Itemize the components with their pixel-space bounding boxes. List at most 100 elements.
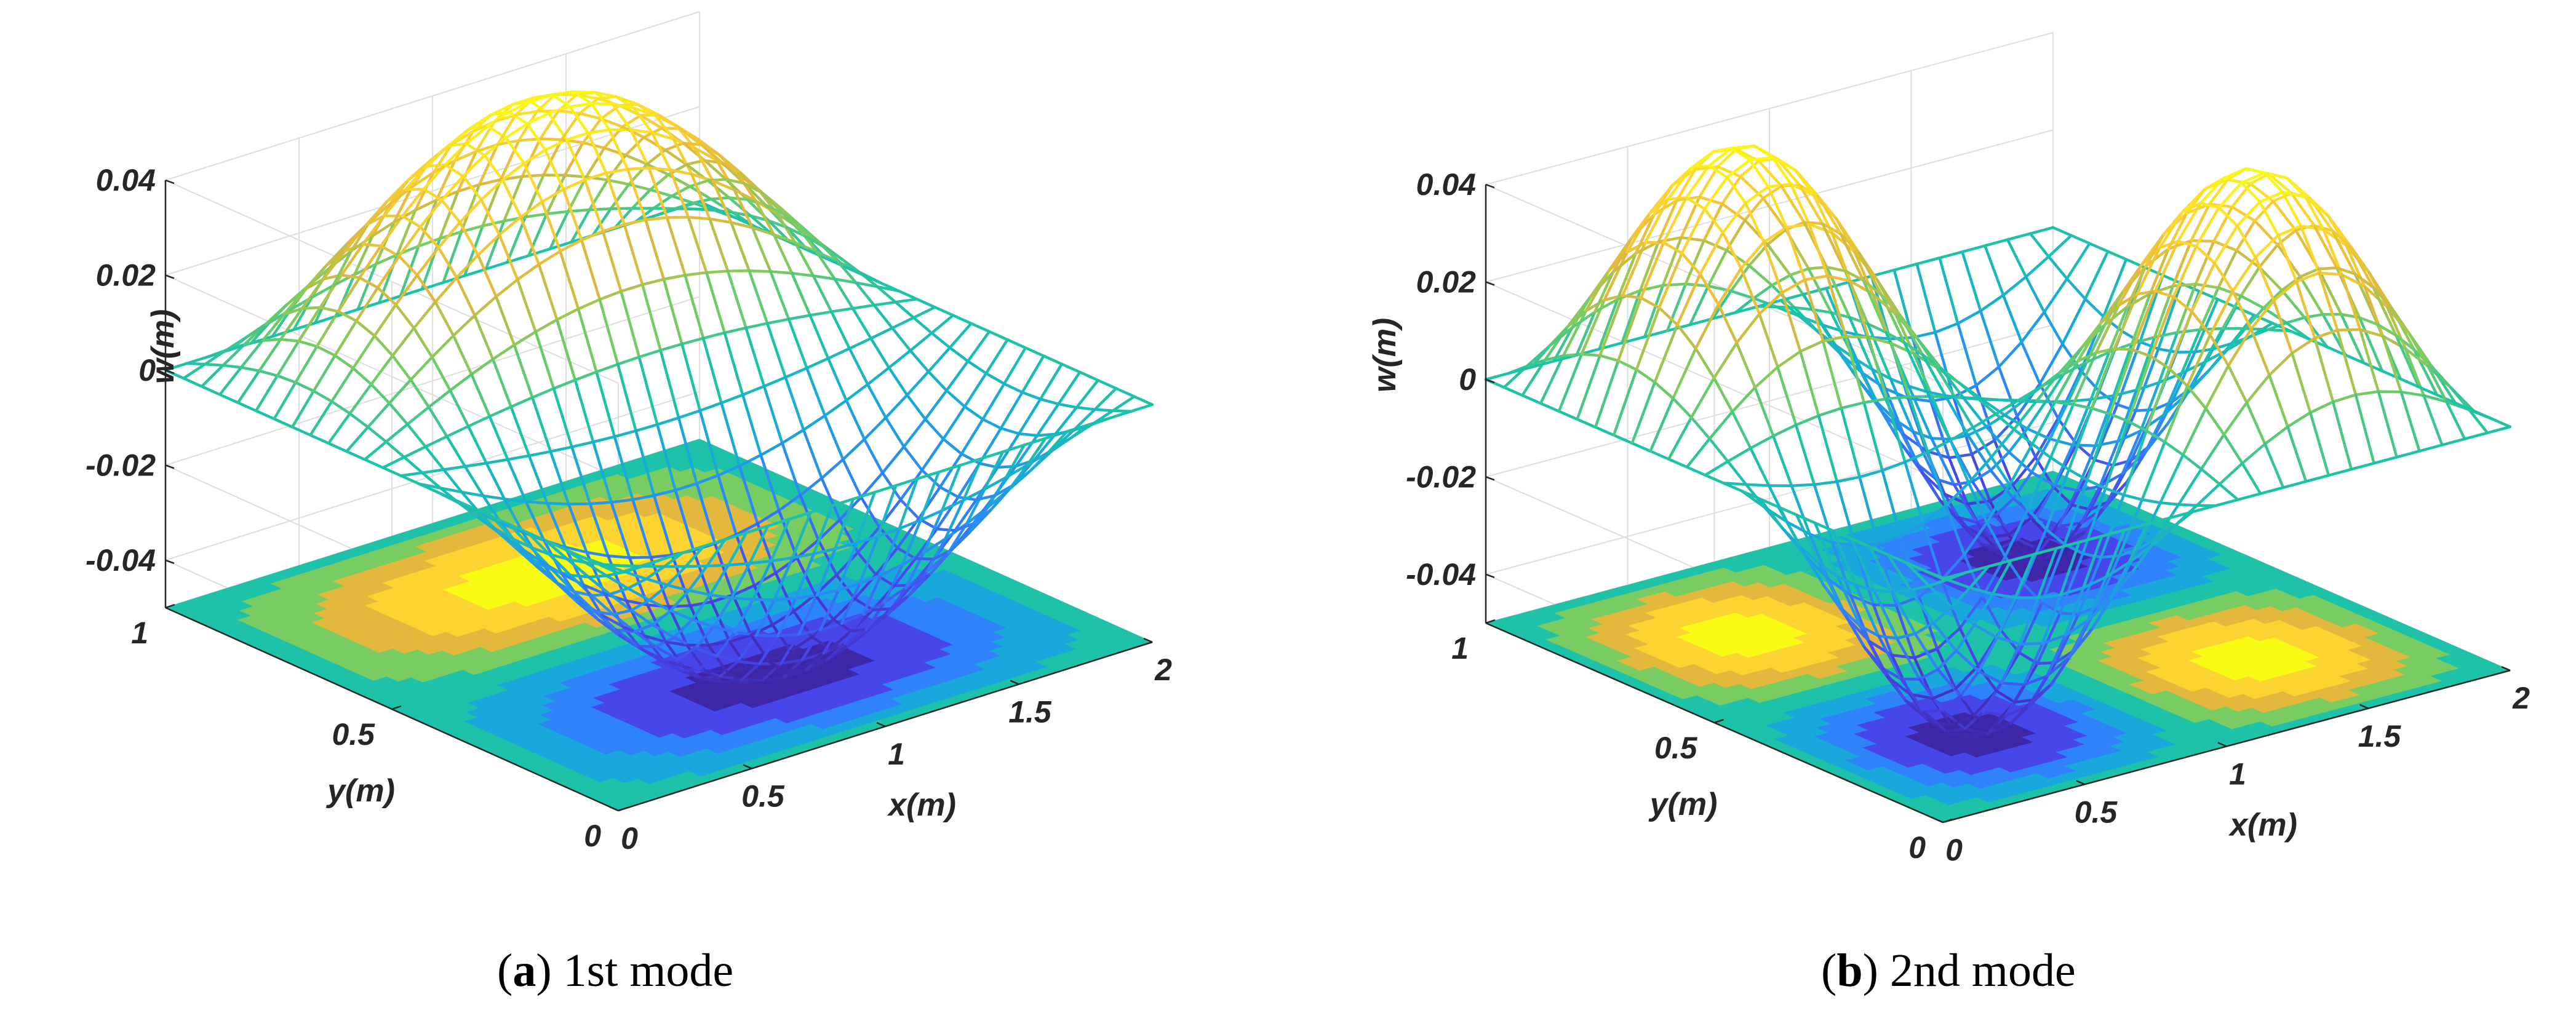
mesh-line	[897, 289, 919, 301]
mesh-line	[881, 445, 906, 475]
mesh-line	[871, 607, 893, 611]
mesh-line	[239, 366, 261, 373]
mesh-line	[1078, 370, 1099, 382]
mesh-line	[1862, 401, 1884, 472]
mesh-line	[830, 307, 855, 314]
mesh-line	[506, 458, 528, 503]
mesh-line	[698, 401, 723, 412]
mesh-line	[1840, 407, 1861, 479]
mesh-line	[967, 330, 991, 363]
mesh-line	[1024, 346, 1045, 357]
mesh-line	[452, 334, 473, 376]
mesh-line	[1735, 312, 1761, 344]
z-tick-label: -0.04	[86, 543, 156, 578]
mesh-line	[820, 458, 845, 480]
mesh-line	[388, 378, 412, 405]
mesh-line	[1649, 450, 1670, 461]
mesh-line	[1885, 395, 1911, 400]
mesh-line	[708, 217, 733, 224]
mesh-line	[402, 445, 427, 459]
x-tick-label: 0	[621, 821, 638, 856]
mesh-line	[1035, 402, 1060, 437]
mesh-line	[370, 354, 394, 386]
mesh-line	[552, 378, 577, 390]
mesh-line	[790, 272, 815, 277]
mesh-line	[723, 331, 744, 397]
mesh-line	[1521, 394, 1542, 405]
mesh-line	[1749, 158, 1770, 188]
mesh-line	[276, 374, 297, 384]
mesh-line	[449, 389, 470, 428]
mesh-line	[506, 454, 531, 461]
mesh-line	[727, 562, 751, 566]
mesh-line	[648, 188, 673, 197]
mesh-line	[300, 306, 322, 311]
mesh-line	[869, 336, 891, 370]
mesh-line	[345, 450, 367, 461]
mesh-line	[970, 322, 991, 333]
mesh-line	[912, 316, 933, 335]
mesh-line	[580, 239, 602, 301]
mesh-line	[445, 424, 470, 438]
mesh-line	[1589, 270, 1615, 298]
mesh-line	[424, 435, 449, 448]
mesh-line	[741, 393, 762, 457]
mesh-line	[294, 381, 316, 393]
mesh-line	[200, 385, 221, 396]
mesh-line	[776, 633, 800, 638]
mesh-line	[1694, 303, 1720, 350]
mesh-line	[1075, 379, 1099, 409]
mesh-line	[948, 322, 973, 349]
mesh-line	[1075, 406, 1096, 411]
mesh-line	[1749, 447, 1771, 487]
mesh-line	[805, 357, 830, 370]
mesh-line	[863, 437, 884, 475]
mesh-line	[363, 458, 385, 469]
mesh-line	[866, 366, 891, 386]
mesh-line	[626, 167, 651, 171]
mesh-line	[656, 416, 680, 426]
mesh-line	[826, 357, 848, 402]
mesh-line	[923, 418, 945, 441]
mesh-line	[537, 250, 562, 266]
mesh-line	[887, 366, 909, 397]
mesh-line	[1060, 362, 1082, 374]
mesh-line	[784, 367, 808, 379]
mesh-line	[602, 563, 623, 568]
mesh-line	[445, 435, 467, 468]
mesh-line	[705, 563, 730, 568]
mesh-line	[1594, 426, 1616, 437]
mesh-line	[534, 330, 556, 390]
mesh-line	[730, 596, 755, 602]
mesh-line	[583, 178, 605, 233]
mesh-line	[1630, 442, 1652, 453]
mesh-line	[470, 373, 492, 418]
mesh-line	[1703, 207, 1725, 234]
mesh-line	[351, 367, 373, 386]
mesh-line	[744, 322, 769, 330]
mesh-line	[872, 303, 894, 330]
mesh-line	[580, 229, 605, 242]
mesh-line	[914, 557, 935, 561]
mesh-line	[1598, 354, 1620, 362]
mesh-line	[290, 426, 312, 437]
mesh-line	[967, 360, 988, 375]
mesh-line	[491, 357, 512, 408]
mesh-line	[677, 409, 702, 419]
mesh-line	[1915, 256, 1941, 266]
mesh-line	[559, 250, 580, 311]
mesh-line	[431, 356, 452, 392]
mesh-line	[1772, 434, 1793, 487]
mesh-line	[1689, 416, 1712, 440]
mesh-line	[589, 102, 615, 106]
mesh-line	[866, 383, 887, 419]
mesh-line	[385, 440, 406, 459]
mesh-line	[887, 349, 912, 370]
mesh-line	[872, 300, 897, 307]
mesh-line	[348, 383, 373, 415]
mesh-line	[644, 218, 666, 281]
mesh-line	[842, 458, 863, 499]
mesh-line	[1726, 447, 1752, 463]
mesh-line	[534, 318, 559, 333]
